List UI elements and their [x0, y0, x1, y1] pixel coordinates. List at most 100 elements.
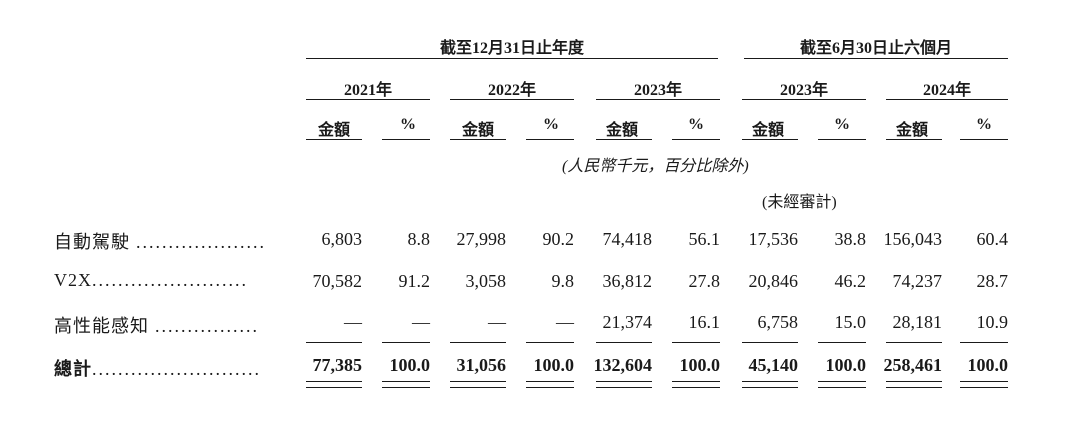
cell-r0-c9: 60.4 [976, 229, 1009, 249]
col-rule-percent-2024-h1 [960, 139, 1008, 140]
year-rule-2024-h1 [886, 99, 1008, 100]
cell-r0-c6: 17,536 [748, 229, 799, 249]
total-top-rule-c9 [960, 342, 1008, 343]
cell-r0-c2: 27,998 [456, 229, 507, 249]
year-rule-2021 [306, 99, 430, 100]
col-rule-percent-2021 [382, 139, 430, 140]
row-label-autonomous-driving: 自動駕駛.................... [54, 232, 266, 252]
total-top-rule-c6 [742, 342, 798, 343]
year-header-2023-fy: 2023年 [633, 82, 682, 99]
col-rule-amount-2021 [306, 139, 362, 140]
col-percent-2023-fy: % [688, 116, 704, 133]
cell-r3-c9: 100.0 [967, 355, 1009, 375]
cell-r1-c0: 70,582 [312, 271, 363, 291]
cell-r2-c8: 28,181 [892, 312, 943, 332]
cell-r2-c5: 16.1 [688, 312, 721, 332]
cell-r2-c0: — [344, 312, 362, 332]
col-rule-percent-2023-fy [672, 139, 720, 140]
cell-r3-c1: 100.0 [389, 355, 431, 375]
year-rule-2023-h1 [742, 99, 866, 100]
cell-r1-c1: 91.2 [398, 271, 431, 291]
total-top-rule-c8 [886, 342, 942, 343]
cell-r3-c6: 45,140 [748, 355, 799, 375]
row-label-high-performance-sensing: 高性能感知................ [54, 316, 259, 336]
total-top-rule-c7 [818, 342, 866, 343]
col-percent-2024-h1: % [976, 116, 992, 133]
group-header-year-end-rule [306, 58, 718, 59]
cell-r3-c3: 100.0 [533, 355, 575, 375]
total-double-rule-c0 [306, 381, 362, 388]
unaudited-note: (未經審計) [762, 194, 837, 211]
col-rule-amount-2023-h1 [742, 139, 798, 140]
col-amount-2023-h1: 金額 [752, 122, 785, 139]
total-double-rule-c4 [596, 381, 652, 388]
cell-r2-c7: 15.0 [834, 312, 867, 332]
total-top-rule-c2 [450, 342, 506, 343]
cell-r1-c4: 36,812 [602, 271, 653, 291]
cell-r1-c3: 9.8 [551, 271, 575, 291]
col-rule-amount-2022 [450, 139, 506, 140]
total-top-rule-c3 [526, 342, 574, 343]
total-top-rule-c4 [596, 342, 652, 343]
col-percent-2021: % [400, 116, 416, 133]
col-amount-2021: 金額 [318, 122, 351, 139]
year-rule-2022 [450, 99, 574, 100]
cell-r1-c7: 46.2 [834, 271, 867, 291]
cell-r0-c8: 156,043 [883, 229, 943, 249]
col-rule-amount-2024-h1 [886, 139, 942, 140]
total-top-rule-c0 [306, 342, 362, 343]
total-double-rule-c6 [742, 381, 798, 388]
cell-r2-c4: 21,374 [602, 312, 653, 332]
cell-r0-c7: 38.8 [834, 229, 867, 249]
group-header-year-end: 截至12月31日止年度 [439, 40, 584, 57]
cell-r3-c5: 100.0 [679, 355, 721, 375]
cell-r1-c5: 27.8 [688, 271, 721, 291]
cell-r3-c7: 100.0 [825, 355, 867, 375]
row-label-total: 總計.......................... [54, 359, 261, 379]
year-header-2024-h1: 2024年 [922, 82, 971, 99]
col-amount-2022: 金額 [462, 122, 495, 139]
currency-note: (人民幣千元，百分比除外) [562, 158, 749, 175]
cell-r0-c3: 90.2 [542, 229, 575, 249]
cell-r2-c2: — [488, 312, 506, 332]
total-top-rule-c5 [672, 342, 720, 343]
cell-r2-c3: — [556, 312, 574, 332]
total-top-rule-c1 [382, 342, 430, 343]
cell-r3-c0: 77,385 [312, 355, 363, 375]
cell-r0-c1: 8.8 [407, 229, 431, 249]
cell-r3-c8: 258,461 [883, 355, 943, 375]
col-rule-percent-2023-h1 [818, 139, 866, 140]
cell-r0-c4: 74,418 [602, 229, 653, 249]
col-rule-amount-2023-fy [596, 139, 652, 140]
year-header-2021: 2021年 [343, 82, 392, 99]
cell-r2-c9: 10.9 [976, 312, 1009, 332]
cell-r1-c2: 3,058 [465, 271, 507, 291]
cell-r0-c0: 6,803 [321, 229, 363, 249]
total-double-rule-c7 [818, 381, 866, 388]
col-amount-2024-h1: 金額 [896, 122, 929, 139]
col-rule-percent-2022 [526, 139, 574, 140]
cell-r1-c9: 28.7 [976, 271, 1009, 291]
cell-r0-c5: 56.1 [688, 229, 721, 249]
total-double-rule-c8 [886, 381, 942, 388]
cell-r3-c2: 31,056 [456, 355, 507, 375]
year-header-2023-h1: 2023年 [779, 82, 828, 99]
row-label-v2x: V2X........................ [54, 270, 248, 290]
total-double-rule-c2 [450, 381, 506, 388]
total-double-rule-c5 [672, 381, 720, 388]
cell-r1-c6: 20,846 [748, 271, 799, 291]
year-header-2022: 2022年 [487, 82, 536, 99]
group-header-six-months: 截至6月30日止六個月 [799, 40, 952, 57]
cell-r3-c4: 132,604 [593, 355, 653, 375]
cell-r2-c1: — [412, 312, 430, 332]
group-header-six-months-rule [744, 58, 1008, 59]
total-double-rule-c3 [526, 381, 574, 388]
total-double-rule-c1 [382, 381, 430, 388]
col-percent-2023-h1: % [834, 116, 850, 133]
col-percent-2022: % [543, 116, 559, 133]
year-rule-2023-fy [596, 99, 720, 100]
cell-r1-c8: 74,237 [892, 271, 943, 291]
total-double-rule-c9 [960, 381, 1008, 388]
col-amount-2023-fy: 金額 [606, 122, 639, 139]
cell-r2-c6: 6,758 [757, 312, 799, 332]
